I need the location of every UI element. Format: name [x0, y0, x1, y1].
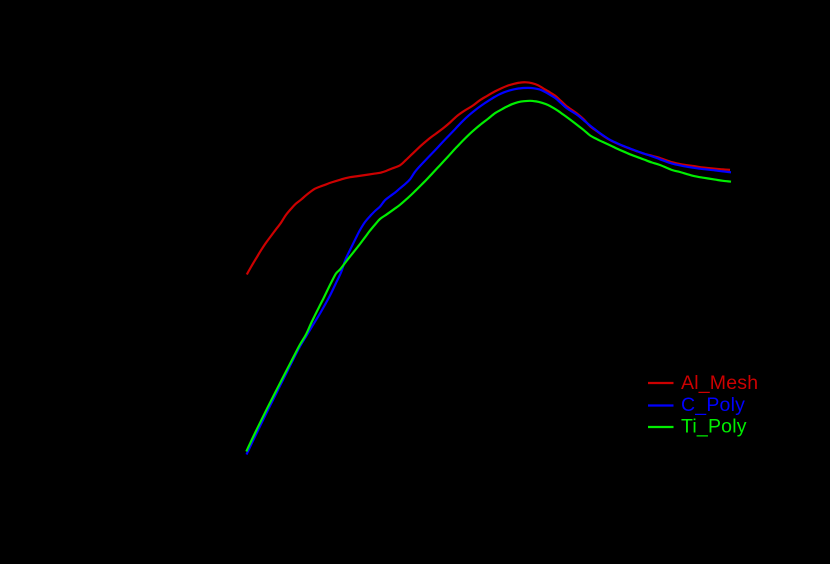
svg-text:C_Poly: C_Poly — [681, 394, 745, 416]
svg-text:Ti_Poly: Ti_Poly — [681, 415, 747, 437]
svg-text:Al_Mesh: Al_Mesh — [681, 372, 758, 394]
